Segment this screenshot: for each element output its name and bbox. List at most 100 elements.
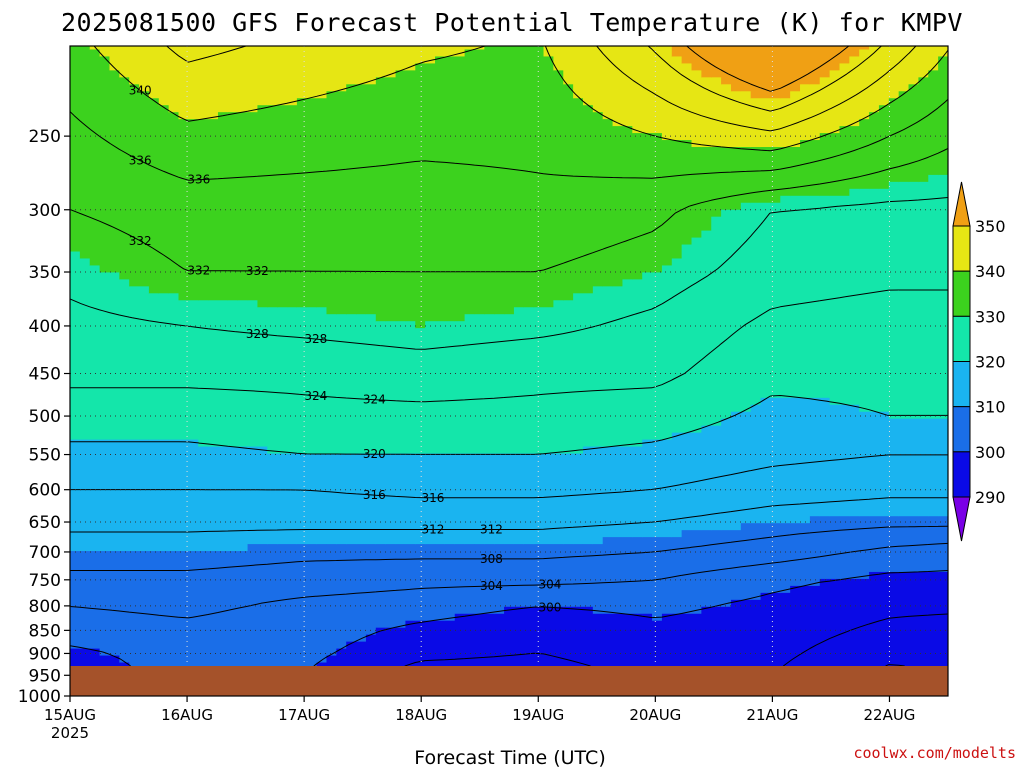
contour-band-cell: [701, 230, 712, 427]
contour-label: 320: [363, 447, 386, 461]
contour-band-cell: [908, 516, 920, 573]
contour-band-cell: [464, 453, 476, 545]
contour-band-cell: [425, 46, 436, 65]
contour-band-cell: [839, 126, 850, 197]
contour-band-cell: [829, 578, 841, 666]
contour-band-cell: [553, 46, 564, 71]
contour-band-cell: [800, 195, 811, 399]
contour-band-cell: [405, 46, 416, 71]
contour-band-cell: [721, 209, 732, 420]
colorbar-tick-label: 320: [975, 353, 1006, 372]
contour-band-cell: [869, 188, 880, 413]
contour-band-cell: [523, 307, 535, 455]
x-tick-label: 18AUG: [395, 706, 447, 724]
contour-band-cell: [454, 56, 466, 322]
contour-band-cell: [237, 446, 249, 552]
contour-band-cell: [573, 544, 584, 608]
y-tick-label: 750: [29, 571, 61, 591]
contour-band-cell: [148, 293, 160, 441]
contour-band-cell: [533, 606, 545, 666]
contour-band-cell: [701, 425, 712, 531]
contour-band-cell: [829, 404, 841, 517]
contour-label: 332: [129, 234, 152, 248]
contour-band-cell: [760, 523, 772, 594]
contour-band-cell: [168, 293, 180, 441]
contour-band-cell: [790, 523, 801, 587]
contour-band-cell: [829, 46, 841, 71]
contour-band-cell: [70, 46, 81, 253]
contour-band-cell: [119, 77, 130, 280]
contour-band-cell: [89, 265, 101, 441]
contour-band-cell: [859, 49, 870, 120]
contour-band-cell: [661, 140, 673, 267]
contour-band-cell: [760, 98, 772, 148]
grid-lines: [70, 46, 948, 666]
contour-band-cell: [70, 551, 81, 650]
contour-band-cell: [878, 411, 890, 517]
contour-band-cell: [178, 439, 189, 552]
contour-band-cell: [780, 523, 791, 594]
contour-band-cell: [632, 46, 643, 134]
y-tick-label: 450: [29, 365, 61, 385]
contour-band-cell: [109, 551, 120, 657]
contour-band-cell: [99, 655, 111, 666]
isotherm-320: [70, 395, 948, 455]
contour-band-cell: [632, 279, 643, 448]
contour-band-cell: [671, 56, 683, 141]
contour-band-cell: [533, 544, 545, 608]
contour-band-cell: [819, 77, 831, 134]
contour-band-cell: [573, 453, 584, 545]
contour-band-cell: [869, 411, 880, 517]
contour-band-cell: [642, 613, 653, 666]
contour-band-cell: [849, 56, 860, 127]
isotherm-296: [404, 613, 948, 666]
contour-band-cell: [287, 453, 298, 545]
contour-band-cell: [563, 606, 574, 666]
contour-band-cell: [918, 181, 929, 420]
contour-band-cell: [277, 307, 288, 455]
contour-band-cell: [809, 585, 821, 666]
svg-text:332: 332: [129, 234, 152, 248]
contour-band-cell: [740, 523, 752, 601]
contour-band-cell: [809, 516, 821, 587]
contour-band-cell: [208, 46, 219, 120]
contour-band-cell: [592, 544, 604, 615]
contour-band-cell: [533, 46, 545, 308]
contour-band-cell: [533, 307, 545, 455]
x-axis: 15AUG 16AUG 17AUG 18AUG 19AUG 20AUG 21AUG 22AUG: [44, 696, 915, 724]
contour-band-cell: [484, 453, 495, 545]
contour-band-cell: [346, 314, 357, 455]
contour-band-cell: [869, 571, 880, 666]
contour-band-cell: [711, 46, 722, 78]
contour-band-cell: [395, 70, 407, 322]
contour-band-cell: [375, 77, 387, 322]
contour-band-cell: [790, 91, 801, 148]
x-tick-label: 22AUG: [863, 706, 915, 724]
contour-band-cell: [681, 140, 693, 246]
contour-band-cell: [612, 126, 624, 287]
contour-band-cell: [582, 293, 594, 448]
svg-text:300: 300: [539, 600, 562, 614]
contour-band-cell: [750, 46, 762, 99]
contour-band-cell: [553, 300, 564, 455]
contour-band-cell: [612, 537, 624, 615]
contour-band-cell: [918, 77, 929, 183]
contour-band-cell: [109, 272, 120, 441]
contour-band-cell: [425, 544, 436, 622]
y-tick-label: 300: [29, 201, 61, 221]
contour-band-cell: [89, 46, 101, 51]
contour-band-cell: [888, 98, 900, 183]
contour-band-cell: [168, 112, 180, 294]
contour-band-cell: [346, 641, 357, 666]
contour-band-cell: [888, 46, 900, 99]
contour-band-cell: [326, 91, 337, 315]
contour-band-cell: [336, 453, 347, 545]
contour-band-cell: [790, 46, 801, 92]
contour-band-cell: [770, 46, 781, 99]
contour-band-cell: [750, 599, 762, 666]
contour-band-cell: [415, 453, 426, 545]
contour-band-cell: [721, 84, 732, 148]
contour-band-cell: [898, 91, 910, 183]
contour-band-cell: [306, 46, 318, 99]
y-tick-label: 900: [29, 644, 61, 664]
